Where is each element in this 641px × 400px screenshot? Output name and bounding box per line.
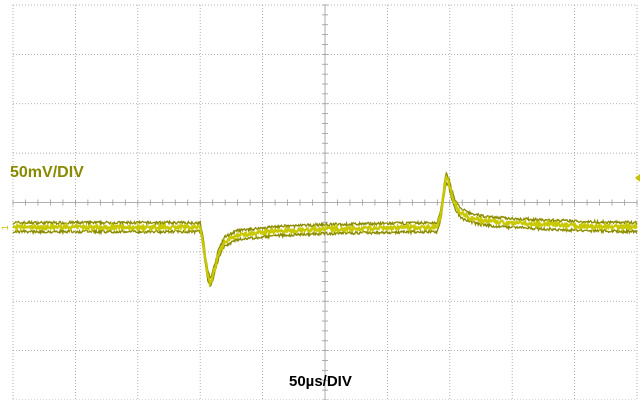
- markers: 1: [0, 173, 640, 230]
- vertical-scale-label: 50mV/DIV: [10, 164, 84, 181]
- channel-1-trace: [12, 171, 638, 288]
- channel-1-ground-marker: 1: [0, 225, 10, 230]
- trace-upper-envelope: [12, 171, 638, 281]
- horizontal-scale-label: 50µs/DIV: [289, 373, 352, 390]
- trace-lower-envelope: [12, 181, 638, 288]
- graticule: [12, 4, 638, 400]
- triangle-left-icon: [635, 173, 640, 182]
- trace-core: [12, 174, 638, 288]
